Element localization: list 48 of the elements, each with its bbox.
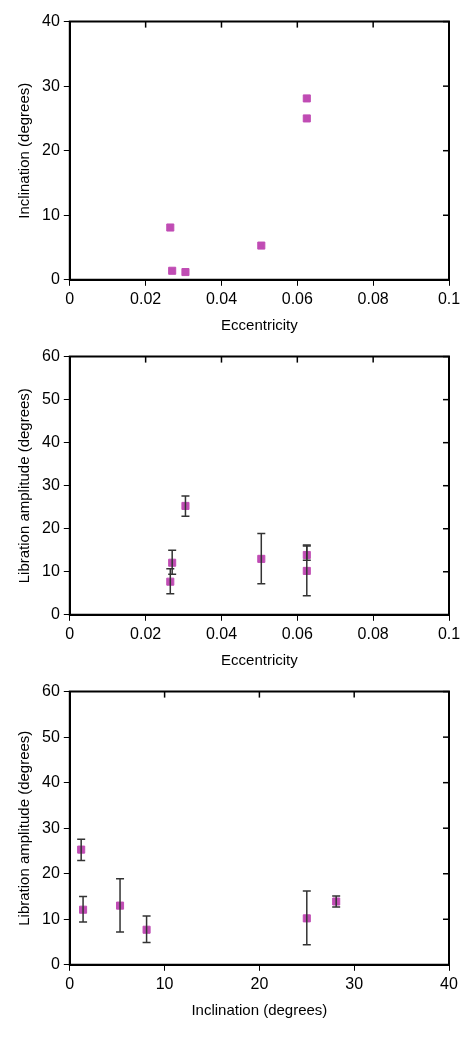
y-tick-label: 50 [42,727,60,745]
y-tick-label: 10 [42,909,60,927]
x-tick-label: 10 [155,974,174,992]
x-tick-label: 0 [65,624,75,642]
y-axis-title: Libration amplitude (degrees) [15,730,33,926]
x-tick-label: 0 [65,974,75,992]
y-tick-label: 20 [42,519,60,537]
y-tick-label: 20 [42,864,60,882]
y-tick-label: 30 [42,76,60,94]
x-axis-title: Eccentricity [221,316,299,334]
x-tick-label: 0.04 [205,289,238,307]
point [168,266,177,275]
x-tick-label: 30 [345,974,364,992]
x-axis-title: Eccentricity [221,651,299,669]
y-tick-label: 10 [42,205,60,223]
x-tick-label: 0.04 [205,624,238,642]
x-tick-label: 0.1 [437,624,461,642]
x-tick-label: 0.08 [357,289,389,307]
x-tick-label: 0.02 [130,289,162,307]
y-tick-label: 0 [50,270,60,288]
y-axis-title: Libration amplitude (degrees) [15,388,33,584]
y-axis-title: Inclination (degrees) [15,82,33,219]
y-tick-label: 60 [42,347,60,365]
y-tick-label: 60 [42,682,60,700]
y-tick-label: 50 [42,390,60,408]
point [302,94,311,103]
y-tick-label: 40 [42,433,60,451]
x-tick-label: 20 [250,974,269,992]
y-tick-label: 40 [42,773,60,791]
y-tick-label: 40 [42,12,60,30]
y-tick-label: 20 [42,141,60,159]
x-tick-label: 0 [65,289,75,307]
x-tick-label: 0.1 [437,289,461,307]
x-tick-label: 0.06 [281,624,313,642]
point [257,241,266,250]
x-axis-title: Inclination (degrees) [191,1001,328,1019]
x-tick-label: 40 [440,974,458,992]
x-tick-label: 0.02 [130,624,162,642]
y-tick-label: 0 [50,955,60,973]
y-tick-label: 0 [50,605,60,623]
point [181,268,190,277]
point [166,223,175,232]
y-tick-label: 10 [42,562,60,580]
x-tick-label: 0.06 [281,289,313,307]
y-tick-label: 30 [42,818,60,836]
point [302,114,311,123]
y-tick-label: 30 [42,476,60,494]
x-tick-label: 0.08 [357,624,389,642]
